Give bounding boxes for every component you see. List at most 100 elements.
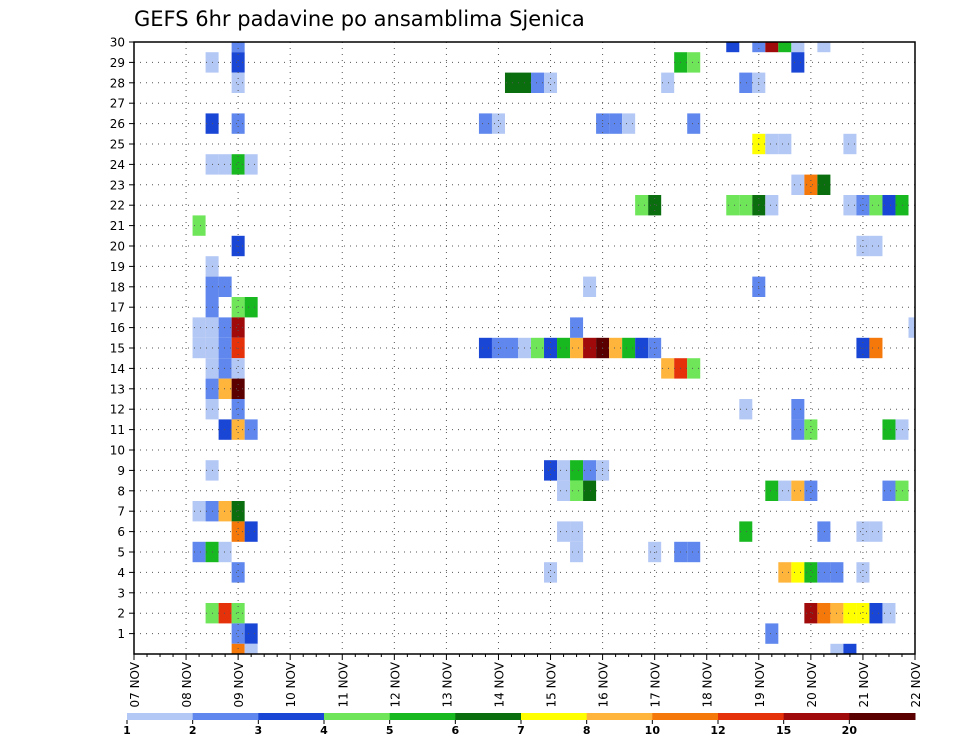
precip-cell xyxy=(244,419,258,440)
precip-cell xyxy=(895,419,909,440)
precip-cell xyxy=(244,297,258,318)
y-tick-label: 17 xyxy=(110,301,125,315)
precip-cell xyxy=(231,603,245,624)
y-tick-label: 23 xyxy=(110,178,125,192)
y-tick-label: 28 xyxy=(110,76,125,90)
precip-cell xyxy=(908,317,915,338)
precip-cell xyxy=(856,521,870,542)
precip-cell xyxy=(557,337,571,359)
x-tick-label: 09 NOV xyxy=(232,661,246,707)
precip-cell xyxy=(622,113,636,134)
precip-cell xyxy=(869,521,883,542)
legend-swatch xyxy=(718,713,785,720)
precip-cell xyxy=(244,521,258,542)
y-tick-label: 27 xyxy=(110,97,125,111)
precip-cell xyxy=(583,337,597,359)
precip-cell xyxy=(635,195,649,216)
precip-cell xyxy=(765,480,779,501)
precip-cell xyxy=(830,643,844,654)
precip-cell xyxy=(583,460,597,481)
legend-swatch xyxy=(192,713,259,720)
y-tick-label: 18 xyxy=(110,280,125,294)
precip-cell xyxy=(231,317,245,338)
precip-cell xyxy=(661,72,675,93)
precip-cell xyxy=(856,562,870,583)
precip-cell xyxy=(504,72,518,93)
precip-cell xyxy=(843,133,857,155)
precip-cell xyxy=(231,501,245,522)
x-tick-label: 19 NOV xyxy=(753,661,767,707)
precip-cell xyxy=(869,195,883,216)
precip-cell xyxy=(609,113,623,134)
precip-cell xyxy=(856,603,870,624)
legend-swatch xyxy=(389,713,456,720)
legend-swatch xyxy=(324,713,391,720)
precip-cell xyxy=(570,460,584,481)
y-tick-label: 11 xyxy=(110,423,125,437)
y-tick-label: 14 xyxy=(110,362,125,376)
precip-cell xyxy=(218,419,232,440)
precip-cell xyxy=(478,113,492,134)
x-tick-label: 12 NOV xyxy=(388,661,402,707)
precip-cell xyxy=(817,603,831,624)
x-tick-label: 10 NOV xyxy=(284,661,298,707)
legend-swatch xyxy=(127,713,194,720)
precip-cell xyxy=(218,378,232,399)
heatmap-cells xyxy=(192,42,915,654)
legend-label: 5 xyxy=(386,724,394,737)
precip-cell xyxy=(231,52,245,73)
legend-label: 6 xyxy=(452,724,460,737)
precip-cell xyxy=(231,399,245,420)
x-tick-label: 16 NOV xyxy=(597,661,611,707)
precip-cell xyxy=(557,521,571,542)
legend-label: 12 xyxy=(710,724,725,737)
precip-cell xyxy=(231,72,245,93)
y-tick-label: 25 xyxy=(110,138,125,152)
precip-cell xyxy=(244,154,258,175)
precip-cell xyxy=(778,480,792,501)
precip-cell xyxy=(231,42,245,53)
y-tick-label: 9 xyxy=(117,464,125,478)
precip-cell xyxy=(231,113,245,134)
precip-cell xyxy=(244,623,258,644)
precip-cell xyxy=(804,419,818,440)
precip-cell xyxy=(244,643,258,654)
legend-swatch xyxy=(652,713,719,720)
precip-cell xyxy=(231,358,245,379)
precip-cell xyxy=(661,358,675,379)
legend-label: 3 xyxy=(255,724,263,737)
y-tick-label: 12 xyxy=(110,403,125,417)
precip-cell xyxy=(895,480,909,501)
precip-cell xyxy=(231,154,245,175)
precip-cell xyxy=(843,603,857,624)
y-tick-label: 30 xyxy=(110,36,125,50)
legend-label: 1 xyxy=(123,724,131,737)
y-tick-label: 2 xyxy=(117,607,125,621)
precip-cell xyxy=(583,276,597,297)
precip-cell xyxy=(557,460,571,481)
precip-cell xyxy=(882,419,896,440)
y-tick-label: 21 xyxy=(110,219,125,233)
y-tick-label: 22 xyxy=(110,199,125,213)
y-tick-label: 15 xyxy=(110,342,125,356)
precip-cell xyxy=(687,358,701,379)
precip-cell xyxy=(791,52,805,73)
x-tick-label: 18 NOV xyxy=(701,661,715,707)
precip-cell xyxy=(218,358,232,379)
y-tick-label: 29 xyxy=(110,56,125,70)
precip-cell xyxy=(192,215,206,236)
precip-cell xyxy=(192,501,206,522)
precip-cell xyxy=(557,480,571,501)
precip-cell xyxy=(570,480,584,501)
y-tick-label: 13 xyxy=(110,382,125,396)
chart-title: GEFS 6hr padavine po ansamblima Sjenica xyxy=(134,7,585,31)
y-tick-label: 24 xyxy=(110,158,125,172)
precip-cell xyxy=(765,623,779,644)
precip-cell xyxy=(218,276,232,297)
precip-cell xyxy=(791,174,805,195)
precip-cell xyxy=(778,562,792,583)
x-tick-label: 22 NOV xyxy=(909,661,923,707)
y-tick-label: 7 xyxy=(117,505,125,519)
legend-label: 2 xyxy=(189,724,197,737)
